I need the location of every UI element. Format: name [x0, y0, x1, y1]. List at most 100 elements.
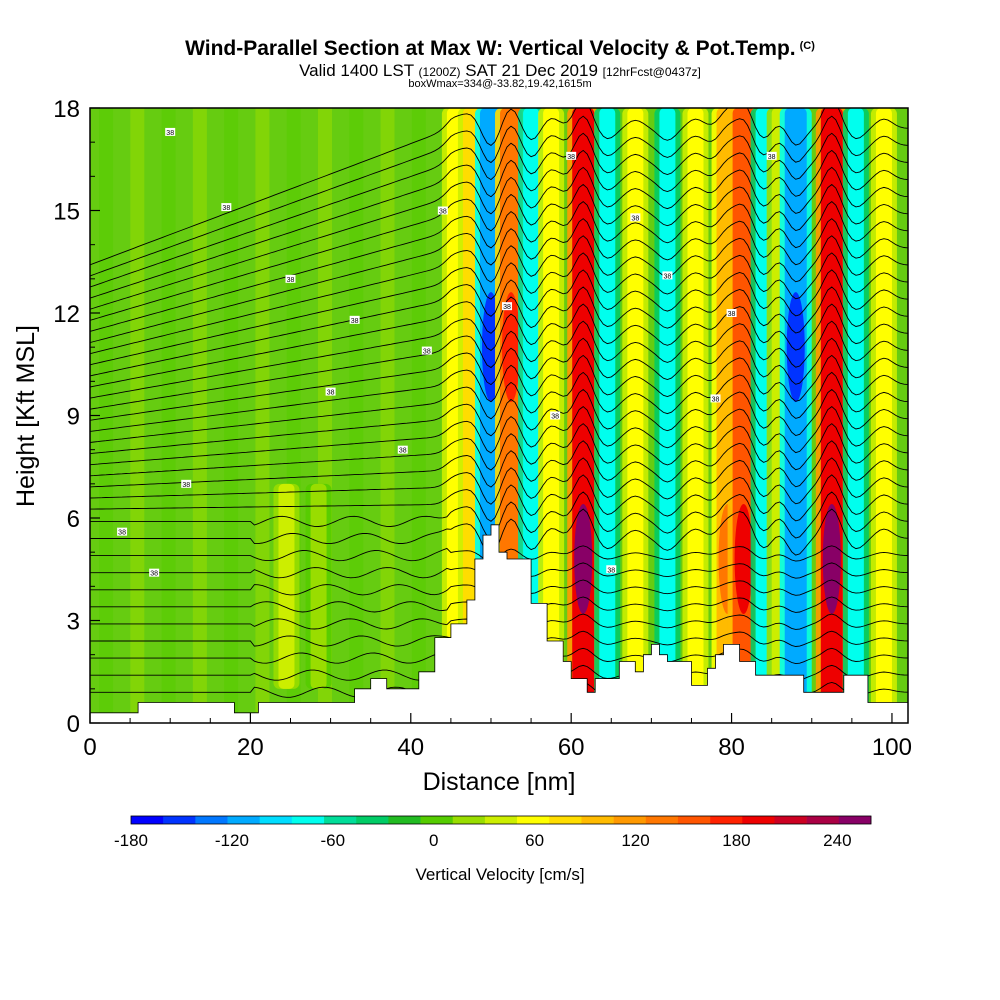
theta-contour	[90, 406, 908, 466]
contour-label: 38	[710, 394, 721, 403]
theta-contour	[90, 115, 908, 277]
velocity-core	[574, 504, 593, 614]
y-tick-label: 9	[67, 404, 80, 431]
velocity-core	[822, 504, 841, 614]
contour-label: 38	[550, 411, 561, 421]
contour-label-text: 38	[166, 130, 174, 137]
valid-utc: (1200Z)	[418, 65, 461, 79]
colorbar-tick-label: -120	[215, 831, 249, 850]
theta-contour	[90, 388, 908, 455]
theta-contour	[90, 423, 908, 477]
contour-label: 38	[766, 151, 777, 161]
colorbar-swatch	[838, 816, 872, 824]
y-axis: 0 3 6 9 12 15 18	[53, 96, 100, 738]
contour-label: 38	[630, 213, 641, 222]
x-axis: 0 20 40 60 80 100	[83, 713, 912, 761]
field-stripe	[130, 108, 145, 723]
x-axis-title: Distance [nm]	[423, 768, 576, 796]
colorbar-swatch	[227, 816, 260, 824]
chart-title: Wind-Parallel Section at Max W: Vertical…	[0, 37, 1000, 61]
contour-label-text: 38	[182, 482, 190, 489]
contour-label-text: 38	[439, 209, 447, 216]
contour-label: 38	[662, 271, 673, 280]
contour-label-text: 38	[118, 530, 126, 537]
x-tick-label: 60	[558, 734, 585, 761]
theta-contour	[90, 354, 908, 432]
contour-label-text: 38	[287, 277, 295, 284]
colorbar-swatch	[452, 816, 486, 824]
x-tick-label: 40	[397, 734, 424, 761]
colorbar-swatch	[484, 816, 518, 824]
velocity-core	[734, 504, 753, 614]
colorbar-swatch	[710, 816, 743, 824]
contour-label-text: 38	[728, 311, 736, 318]
valid-date: SAT 21 Dec 2019	[465, 61, 598, 80]
field-stripe	[255, 108, 270, 723]
contour-label: 38	[397, 445, 408, 455]
velocity-band-core	[599, 108, 616, 723]
y-tick-label: 6	[67, 506, 80, 533]
theta-contour	[90, 166, 908, 310]
colorbar-tick-label: -60	[321, 831, 346, 850]
velocity-band-core	[784, 108, 807, 723]
colorbar-swatch	[259, 816, 293, 824]
theta-contour	[90, 337, 908, 421]
colorbar-swatch	[195, 816, 228, 824]
colorbar-swatch	[549, 816, 582, 824]
contour-label-text: 38	[664, 273, 672, 280]
theta-contour	[90, 149, 908, 299]
contour-label: 38	[165, 127, 176, 137]
colorbar-swatch	[131, 816, 164, 824]
valid-time-line: Valid 1400 LST (1200Z) SAT 21 Dec 2019 […	[0, 61, 1000, 81]
colorbar-tick-label: 120	[621, 831, 649, 850]
contour-label: 38	[726, 309, 737, 318]
y-tick-label: 3	[67, 609, 80, 636]
contour-label-text: 38	[222, 205, 230, 212]
x-tick-label: 20	[237, 734, 264, 761]
theta-contour	[90, 252, 908, 366]
colorbar-tick-label: 60	[525, 831, 544, 850]
y-tick-label: 18	[53, 96, 80, 123]
velocity-band-core	[627, 108, 644, 723]
velocity-core	[786, 292, 805, 403]
contour-label-text: 38	[327, 390, 335, 397]
y-tick-label: 12	[53, 301, 80, 328]
theta-contour	[90, 474, 908, 522]
colorbar-swatch	[677, 816, 711, 824]
colorbar-swatch	[645, 816, 679, 824]
contour-label: 38	[181, 479, 192, 489]
contour-label: 38	[285, 274, 296, 284]
colorbar-title: Vertical Velocity [cm/s]	[415, 865, 584, 884]
contour-label-text: 38	[150, 571, 158, 578]
colorbar-tick-label: -180	[114, 831, 148, 850]
theta-contour	[90, 235, 908, 355]
y-tick-label: 15	[53, 199, 80, 226]
contour-label: 38	[349, 315, 360, 325]
copyright-mark: (C)	[799, 40, 815, 52]
contour-label-text: 38	[768, 154, 776, 161]
x-tick-label: 100	[872, 734, 912, 761]
field-stripe	[411, 108, 426, 723]
contour-label: 38	[117, 527, 128, 537]
contour-label-text: 38	[423, 349, 431, 356]
theta-contour	[90, 457, 908, 505]
y-tick-label: 0	[67, 711, 80, 738]
contour-label: 38	[149, 568, 160, 578]
colorbar-swatch	[324, 816, 357, 824]
contour-label: 38	[502, 302, 513, 311]
theta-contour	[90, 303, 908, 399]
contour-label-text: 38	[399, 448, 407, 455]
colorbar-tick-label: 0	[429, 831, 438, 850]
field-stripe	[99, 108, 114, 723]
colorbar-swatch	[742, 816, 775, 824]
colorbar-swatch	[388, 816, 421, 824]
theta-contour	[90, 269, 908, 377]
contour-label-text: 38	[712, 396, 720, 403]
velocity-band-core	[875, 108, 892, 723]
theta-contour	[90, 286, 908, 388]
contour-label-text: 38	[567, 154, 575, 161]
theta-contour	[90, 201, 908, 332]
theta-contour	[90, 218, 908, 344]
velocity-band-core	[278, 483, 295, 689]
